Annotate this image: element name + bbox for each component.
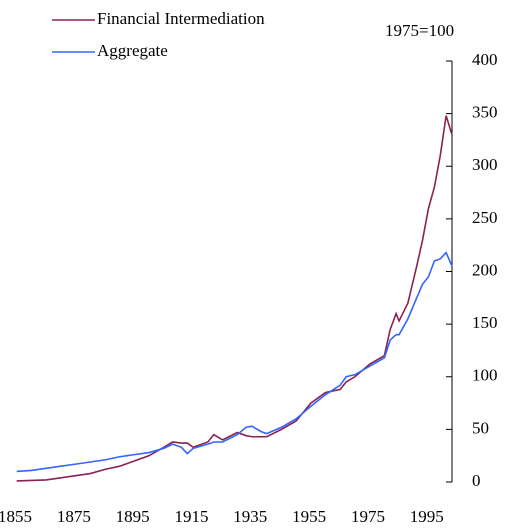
annotation: 1975=100 bbox=[385, 21, 454, 40]
x-tick-label: 1975 bbox=[351, 507, 385, 526]
y-tick-label: 100 bbox=[472, 366, 498, 385]
y-tick-label: 150 bbox=[472, 313, 498, 332]
legend-label: Aggregate bbox=[97, 41, 168, 60]
series-line bbox=[16, 251, 453, 473]
y-tick-label: 0 bbox=[472, 471, 481, 490]
x-tick-label: 1995 bbox=[410, 507, 444, 526]
y-tick-label: 200 bbox=[472, 260, 498, 279]
y-tick-label: 350 bbox=[472, 103, 498, 122]
x-tick-label: 1895 bbox=[116, 507, 150, 526]
y-tick-label: 300 bbox=[472, 155, 498, 174]
x-tick-label: 1955 bbox=[292, 507, 326, 526]
legend-label: Financial Intermediation bbox=[97, 9, 265, 28]
y-tick-label: 50 bbox=[472, 418, 489, 437]
series-line bbox=[16, 115, 453, 482]
y-tick-label: 400 bbox=[472, 50, 498, 69]
x-tick-label: 1915 bbox=[174, 507, 208, 526]
x-tick-label: 1855 bbox=[0, 507, 32, 526]
x-tick-label: 1875 bbox=[57, 507, 91, 526]
x-tick-label: 1935 bbox=[233, 507, 267, 526]
y-tick-label: 250 bbox=[472, 208, 498, 227]
